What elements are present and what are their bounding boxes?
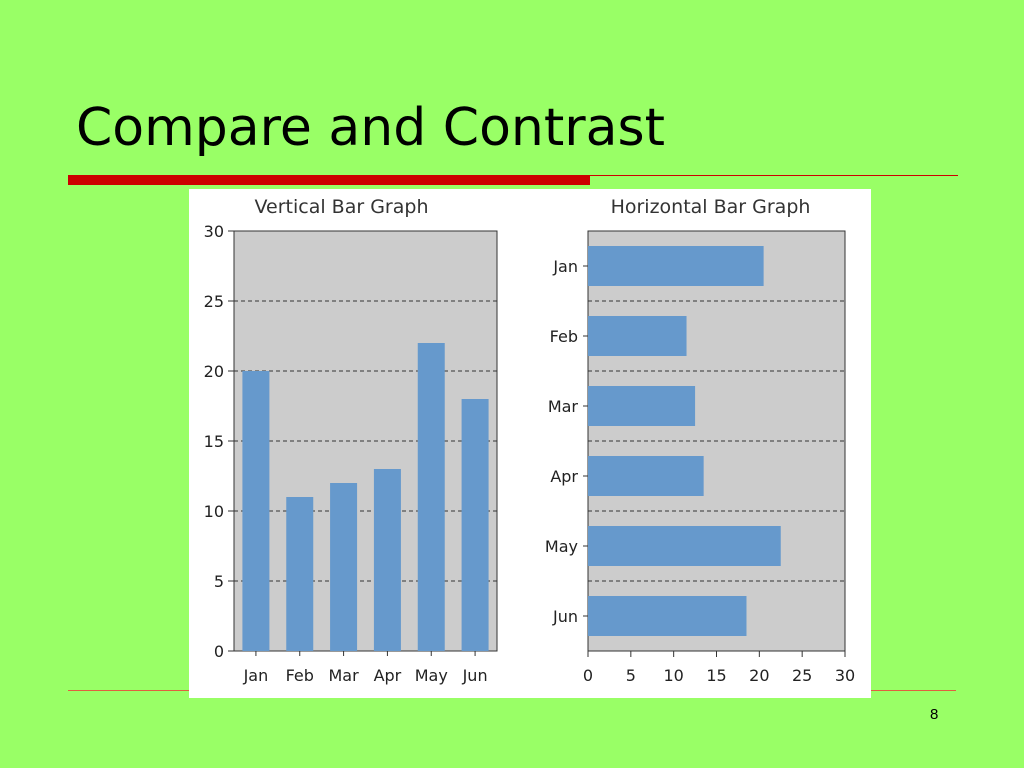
vertical-y-tick-label: 5 [214, 572, 224, 591]
chart-panel: Vertical Bar Graph 0 5 10 15 20 25 30 Jan Feb Mar A… [189, 189, 871, 698]
horizontal-y-tick-label: May [545, 537, 578, 556]
vertical-bar-jan [242, 371, 270, 651]
horizontal-y-tick-label: Jan [552, 257, 578, 276]
vertical-y-tick-label: 20 [204, 362, 224, 381]
vertical-bar-may [417, 343, 445, 651]
horizontal-bar-feb [588, 316, 687, 356]
horizontal-bar-jun [588, 596, 747, 636]
horizontal-x-tick-label: 5 [626, 666, 636, 685]
vertical-x-tick-label: Jun [462, 666, 488, 685]
vertical-x-tick-label: Apr [374, 666, 402, 685]
vertical-bar-mar [330, 483, 358, 651]
vertical-bar-apr [373, 469, 401, 651]
vertical-x-tick-label: Jan [243, 666, 269, 685]
horizontal-x-tick-label: 0 [583, 666, 593, 685]
horizontal-bar-mar [588, 386, 696, 426]
charts-svg: Vertical Bar Graph 0 5 10 15 20 25 30 Jan Feb Mar A… [204, 196, 856, 685]
horizontal-bar-may [588, 526, 781, 566]
horizontal-x-tick-label: 30 [835, 666, 855, 685]
horizontal-x-tick-label: 15 [706, 666, 726, 685]
horizontal-chart-title: Horizontal Bar Graph [611, 196, 811, 218]
vertical-y-tick-label: 30 [204, 222, 224, 241]
horizontal-y-tick-label: Mar [548, 397, 579, 416]
vertical-x-tick-label: Feb [286, 666, 314, 685]
horizontal-y-tick-label: Jun [552, 607, 578, 626]
vertical-plot-area [233, 230, 498, 652]
page-number: 8 [930, 706, 939, 723]
vertical-y-tick-label: 0 [214, 642, 224, 661]
slide-title: Compare and Contrast [76, 98, 665, 158]
vertical-y-tick-label: 25 [204, 292, 224, 311]
horizontal-x-tick-label: 25 [792, 666, 812, 685]
horizontal-bar-chart: Horizontal Bar Graph Jan Feb Mar Apr May Jun 0 5… [545, 196, 855, 685]
title-accent-bar [68, 175, 590, 185]
horizontal-bar-jan [588, 246, 764, 286]
vertical-chart-title: Vertical Bar Graph [255, 196, 429, 218]
horizontal-x-tick-label: 10 [663, 666, 683, 685]
vertical-y-tick-label: 15 [204, 432, 224, 451]
horizontal-y-tick-label: Feb [550, 327, 578, 346]
vertical-y-tick-label: 10 [204, 502, 224, 521]
title-accent-line [590, 175, 958, 176]
horizontal-x-tick-label: 20 [749, 666, 769, 685]
vertical-x-tick-label: Mar [328, 666, 359, 685]
vertical-bar-chart: Vertical Bar Graph 0 5 10 15 20 25 30 Jan Feb Mar A… [204, 196, 498, 685]
vertical-x-tick-label: May [415, 666, 448, 685]
horizontal-y-tick-label: Apr [550, 467, 578, 486]
horizontal-bar-apr [588, 456, 704, 496]
vertical-bar-feb [286, 497, 314, 651]
vertical-bar-jun [461, 399, 489, 651]
